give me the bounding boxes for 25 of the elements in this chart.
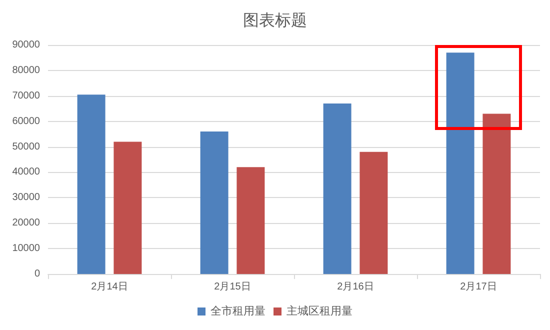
y-tick-label: 90000 — [12, 40, 40, 50]
bar — [236, 167, 265, 274]
bar — [446, 52, 474, 274]
bar — [323, 104, 352, 274]
x-tick-label: 2月17日 — [460, 282, 497, 292]
x-tick-label: 2月14日 — [91, 282, 128, 292]
y-tick-label: 70000 — [12, 90, 40, 102]
legend-label: 全市租用量 — [210, 304, 266, 318]
legend-label: 主城区租用量 — [286, 304, 352, 318]
bar — [360, 152, 388, 274]
x-tick-label: 2月16日 — [337, 282, 374, 292]
y-tick-label: 30000 — [12, 192, 40, 204]
y-tick-label: 50000 — [12, 141, 40, 152]
y-tick-label: 0 — [34, 268, 40, 280]
chart-title: 图表标题 — [243, 12, 307, 30]
y-tick-label: 60000 — [12, 116, 40, 127]
y-tick-label: 20000 — [12, 218, 40, 229]
bar — [114, 142, 142, 274]
bar — [482, 114, 511, 274]
bar — [77, 94, 106, 274]
bar — [200, 132, 228, 274]
y-tick-label: 40000 — [12, 166, 40, 178]
x-tick-label: 2月15日 — [214, 282, 251, 292]
y-tick-label: 10000 — [12, 243, 40, 254]
y-tick-label: 80000 — [12, 64, 40, 76]
